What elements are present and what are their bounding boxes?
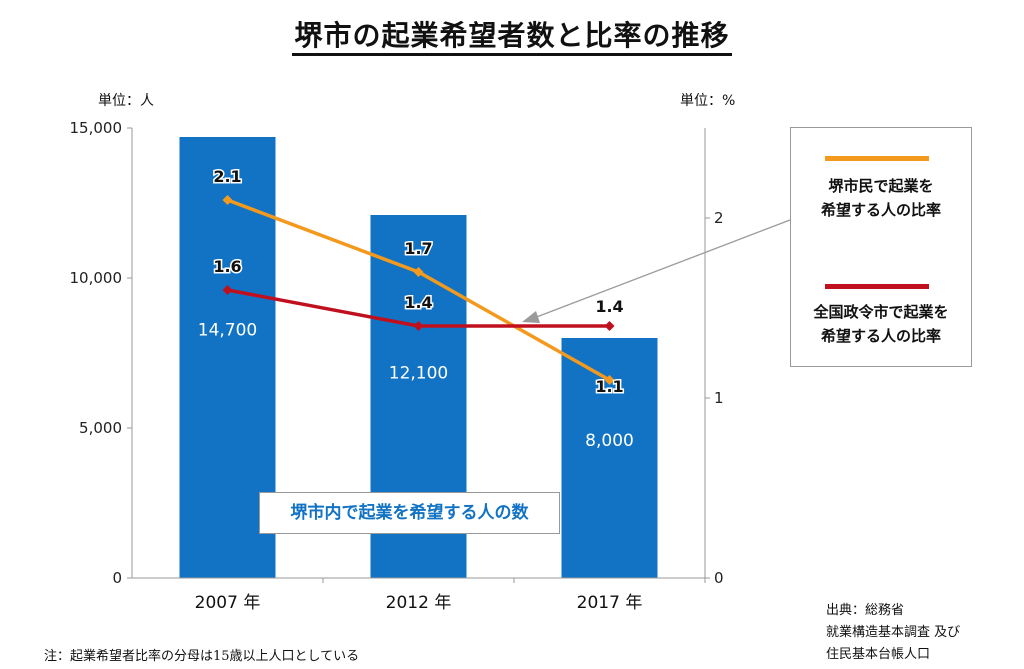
line-value-label-0-1: 1.7	[404, 239, 432, 258]
callout-arrow-line	[533, 219, 791, 319]
legend-label-sakai: 堺市民で起業を 希望する人の比率	[820, 177, 941, 219]
right-tick-label-2: 2	[714, 209, 724, 227]
right-axis-unit: 単位：%	[680, 93, 736, 109]
legend: 堺市民で起業を 希望する人の比率 全国政令市で起業を 希望する人の比率	[790, 127, 972, 367]
right-tick-label-0: 0	[714, 569, 724, 587]
x-tick-label-1: 2012 年	[386, 593, 452, 613]
line-point-1-0	[222, 285, 233, 295]
footnote: 注：起業希望者比率の分母は15歳以上人口としている	[44, 649, 360, 664]
right-tick-label-1: 1	[714, 389, 724, 407]
line-point-0-1	[413, 267, 424, 277]
line-value-label-1-2: 1.4	[595, 297, 623, 316]
legend-swatch-national	[825, 284, 929, 289]
left-tick-label-1: 5,000	[79, 419, 122, 437]
left-tick-label-0: 0	[112, 569, 122, 587]
line-value-label-1-0: 1.6	[213, 257, 241, 276]
line-point-1-2	[604, 321, 615, 331]
left-tick-label-3: 15,000	[70, 119, 123, 137]
bar-series-label: 堺市内で起業を希望する人の数	[259, 492, 560, 534]
line-value-label-0-2: 1.1	[595, 377, 623, 396]
line-value-label-0-0: 2.1	[213, 167, 241, 186]
x-tick-label-2: 2017 年	[577, 593, 643, 613]
line-value-label-1-1: 1.4	[404, 293, 432, 312]
left-tick-label-2: 10,000	[70, 269, 123, 287]
legend-swatch-sakai	[825, 156, 929, 161]
bar-value-label-0: 14,700	[198, 320, 257, 340]
line-point-1-1	[413, 321, 424, 331]
line-point-0-0	[222, 195, 233, 205]
bar-value-label-2: 8,000	[585, 431, 634, 451]
x-tick-label-0: 2007 年	[195, 593, 261, 613]
chart-title: 堺市の起業希望者数と比率の推移	[0, 14, 1024, 56]
bar-2	[561, 338, 658, 578]
left-axis-unit: 単位：人	[98, 93, 154, 109]
source-note: 出典：総務省 就業構造基本調査 及び 住民基本台帳人口	[826, 603, 961, 662]
bar-value-label-1: 12,100	[389, 363, 448, 383]
callout-arrow-head	[522, 311, 540, 323]
line-point-0-2	[604, 375, 615, 385]
legend-label-national: 全国政令市で起業を 希望する人の比率	[813, 303, 949, 345]
